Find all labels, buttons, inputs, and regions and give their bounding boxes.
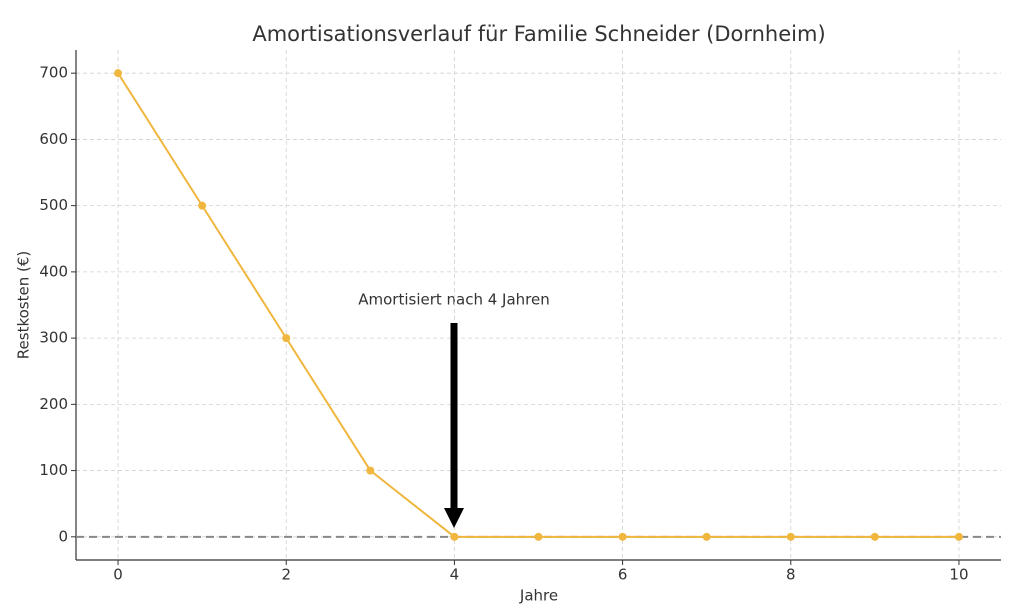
x-tick-label: 8 — [786, 566, 796, 584]
data-point — [702, 532, 711, 541]
data-point — [618, 532, 627, 541]
y-tick-label: 200 — [39, 395, 68, 413]
data-point — [786, 532, 795, 541]
x-tick-label: 2 — [281, 566, 291, 584]
x-tick-label: 10 — [949, 566, 968, 584]
data-point — [114, 69, 123, 78]
x-axis-label: Jahre — [519, 587, 558, 605]
x-tick-label: 0 — [113, 566, 123, 584]
data-point — [450, 532, 459, 541]
y-tick-label: 300 — [39, 329, 68, 347]
y-tick-label: 400 — [39, 262, 68, 280]
data-point — [954, 532, 963, 541]
data-point — [534, 532, 543, 541]
chart-title: Amortisationsverlauf für Familie Schneid… — [252, 22, 825, 46]
annotation-arrow-head — [444, 508, 464, 528]
x-tick-label: 4 — [450, 566, 460, 584]
data-point — [366, 466, 375, 475]
y-tick-label: 100 — [39, 461, 68, 479]
annotation: Amortisiert nach 4 Jahren — [358, 291, 550, 309]
y-tick-label: 500 — [39, 196, 68, 214]
y-axis-label: Restkosten (€) — [15, 251, 33, 359]
x-tick-label: 6 — [618, 566, 628, 584]
data-point — [198, 201, 207, 210]
data-point — [282, 334, 291, 343]
y-tick-label: 0 — [58, 527, 68, 545]
y-tick-label: 700 — [39, 64, 68, 82]
data-point — [870, 532, 879, 541]
y-tick-label: 600 — [39, 130, 68, 148]
